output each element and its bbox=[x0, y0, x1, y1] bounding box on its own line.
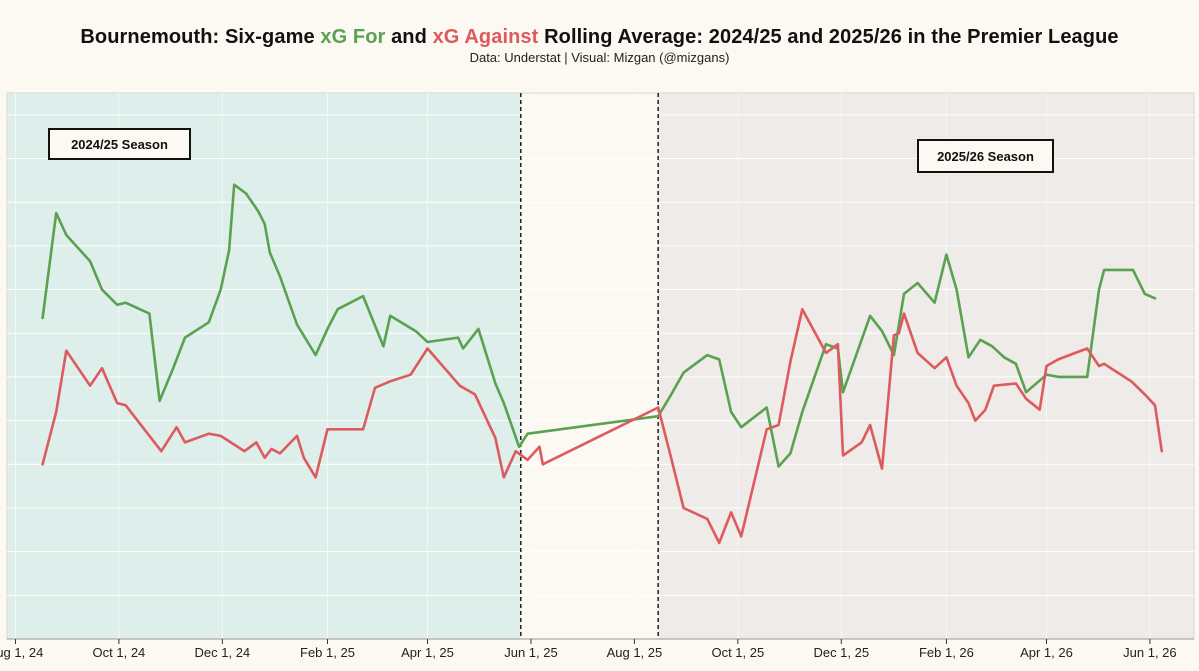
season-label-2024-25: 2024/25 Season bbox=[48, 128, 191, 160]
season-dividers bbox=[520, 93, 659, 639]
title-suffix: Rolling Average: 2024/25 and 2025/26 in … bbox=[538, 26, 1119, 48]
series-line-xg-against bbox=[41, 307, 1164, 545]
title-middle: and bbox=[385, 26, 433, 48]
grid-lines bbox=[7, 93, 1194, 639]
season-regions bbox=[6, 92, 1195, 640]
region-2024-25-season bbox=[7, 93, 521, 639]
x-tick-label: Apr 1, 26 bbox=[1020, 645, 1073, 660]
x-tick-label: Dec 1, 25 bbox=[813, 645, 869, 660]
region-offseason bbox=[520, 93, 659, 639]
title-block: Bournemouth: Six-game xG For and xG Agai… bbox=[0, 26, 1199, 65]
chart-title: Bournemouth: Six-game xG For and xG Agai… bbox=[0, 26, 1199, 49]
x-tick-label: Dec 1, 24 bbox=[195, 645, 251, 660]
x-tick-label: Feb 1, 26 bbox=[919, 645, 974, 660]
x-tick-label: Jun 1, 26 bbox=[1123, 645, 1177, 660]
data-series bbox=[41, 183, 1164, 545]
region-2025-26-season bbox=[658, 93, 1194, 639]
x-tick-label: Aug 1, 25 bbox=[607, 645, 663, 660]
x-tick-label: Aug 1, 24 bbox=[0, 645, 43, 660]
title-xg-against: xG Against bbox=[432, 26, 539, 48]
x-tick-label: Oct 1, 25 bbox=[711, 645, 764, 660]
series-line-xg-for bbox=[41, 183, 1157, 468]
x-tick-label: Jun 1, 25 bbox=[504, 645, 558, 660]
season-label-2025-26: 2025/26 Season bbox=[917, 139, 1054, 173]
x-axis: Aug 1, 24 Oct 1, 24 Dec 1, 24 Feb 1, 25 Apr … bbox=[0, 638, 1194, 660]
x-tick-label: Feb 1, 25 bbox=[300, 645, 355, 660]
chart-subtitle: Data: Understat | Visual: Mizgan (@mizga… bbox=[469, 50, 730, 65]
title-xg-for: xG For bbox=[320, 26, 386, 48]
title-prefix: Bournemouth: Six-game bbox=[80, 26, 321, 48]
x-tick-label: Apr 1, 25 bbox=[401, 645, 454, 660]
x-tick-label: Oct 1, 24 bbox=[93, 645, 146, 660]
